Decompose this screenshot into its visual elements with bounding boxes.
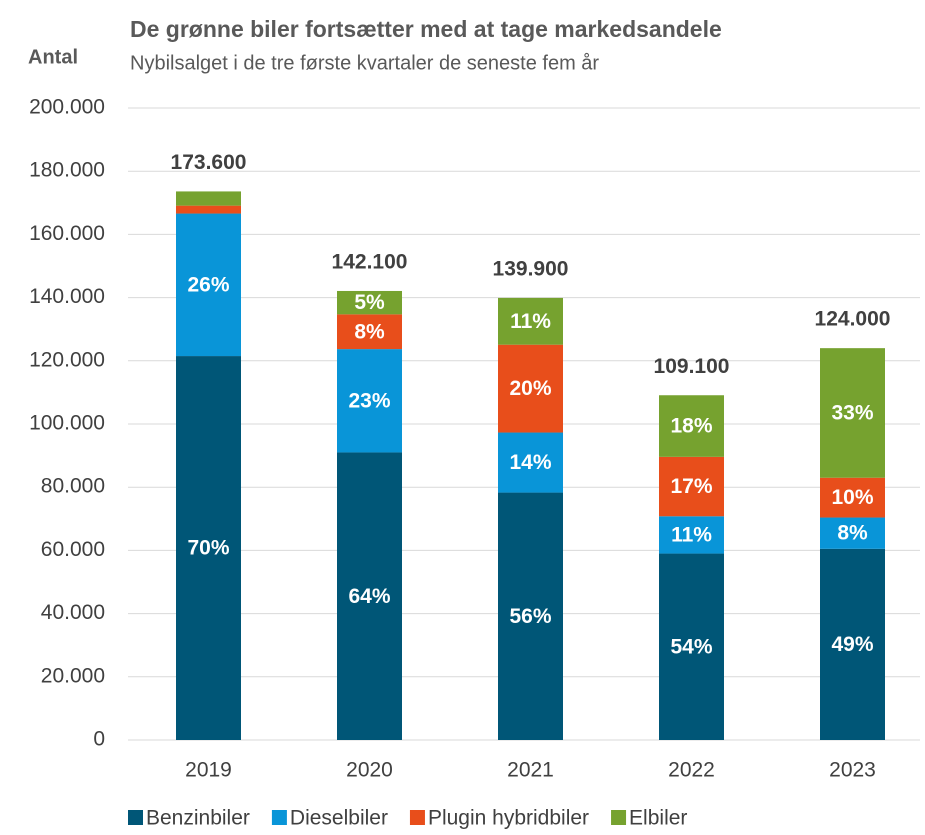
y-tick-label: 120.000 — [29, 348, 105, 371]
legend-label: Benzinbiler — [146, 807, 250, 830]
bar-segment — [176, 213, 241, 357]
share-label: 8% — [354, 320, 385, 343]
x-tick-label: 2021 — [507, 759, 554, 782]
bar-segment — [820, 517, 885, 549]
x-tick-label: 2022 — [668, 759, 715, 782]
share-label: 64% — [348, 585, 390, 608]
y-tick-label: 200.000 — [29, 96, 105, 119]
legend-label: Dieselbiler — [290, 807, 388, 830]
legend-swatch — [271, 810, 287, 825]
share-label: 11% — [510, 310, 551, 333]
total-label: 124.000 — [815, 308, 891, 331]
bar-segment — [659, 395, 724, 457]
y-tick-label: 100.000 — [29, 412, 105, 435]
share-label: 54% — [670, 635, 712, 658]
share-label: 26% — [187, 273, 229, 296]
share-label: 5% — [354, 291, 385, 314]
x-tick-label: 2019 — [185, 759, 232, 782]
total-label: 142.100 — [332, 251, 408, 274]
bar-segment — [659, 553, 724, 740]
bar-segment — [337, 452, 402, 740]
share-label: 49% — [831, 633, 873, 656]
bar-segment — [176, 205, 241, 214]
bar-segment — [337, 349, 402, 453]
bar-segment — [659, 516, 724, 554]
share-label: 56% — [509, 605, 551, 628]
share-label: 10% — [831, 486, 873, 509]
legend-label: Elbiler — [629, 807, 687, 830]
total-label: 173.600 — [171, 151, 247, 174]
legend-swatch — [611, 810, 627, 825]
share-label: 14% — [509, 451, 551, 474]
bar-segment — [659, 456, 724, 517]
y-tick-label: 40.000 — [41, 601, 105, 624]
legend-swatch — [409, 810, 425, 825]
bar-segment — [498, 297, 563, 345]
legend-swatch — [128, 810, 143, 825]
x-tick-label: 2023 — [829, 759, 876, 782]
share-label: 18% — [670, 415, 712, 438]
y-tick-label: 60.000 — [41, 538, 105, 561]
y-tick-label: 80.000 — [41, 475, 105, 498]
bar-segment — [176, 356, 241, 740]
bar-segment — [337, 314, 402, 350]
y-axis-label: Antal — [28, 46, 78, 68]
bar-segment — [176, 191, 241, 206]
share-label: 23% — [348, 389, 390, 412]
bar-segment — [820, 348, 885, 478]
share-label: 17% — [670, 475, 712, 498]
bar-segment — [820, 548, 885, 740]
y-tick-label: 160.000 — [29, 222, 105, 245]
total-label: 139.900 — [493, 257, 569, 280]
bar-segment — [337, 290, 402, 315]
bar-segment — [820, 477, 885, 518]
share-label: 20% — [509, 377, 551, 400]
y-tick-label: 140.000 — [29, 285, 105, 308]
y-tick-label: 20.000 — [41, 664, 105, 687]
chart-title: De grønne biler fortsætter med at tage m… — [130, 16, 722, 42]
y-tick-label: 0 — [93, 728, 105, 751]
share-label: 11% — [671, 523, 712, 546]
legend-label: Plugin hybridbiler — [428, 807, 589, 830]
x-tick-label: 2020 — [346, 759, 393, 782]
total-label: 109.100 — [654, 355, 730, 378]
share-label: 8% — [837, 522, 868, 545]
share-label: 33% — [831, 401, 873, 424]
bar-segment — [498, 432, 563, 493]
bar-segment — [498, 492, 563, 740]
share-label: 70% — [187, 537, 229, 560]
chart-subtitle: Nybilsalget i de tre første kvartaler de… — [130, 52, 599, 74]
y-tick-label: 180.000 — [29, 159, 105, 182]
bar-segment — [498, 344, 563, 433]
